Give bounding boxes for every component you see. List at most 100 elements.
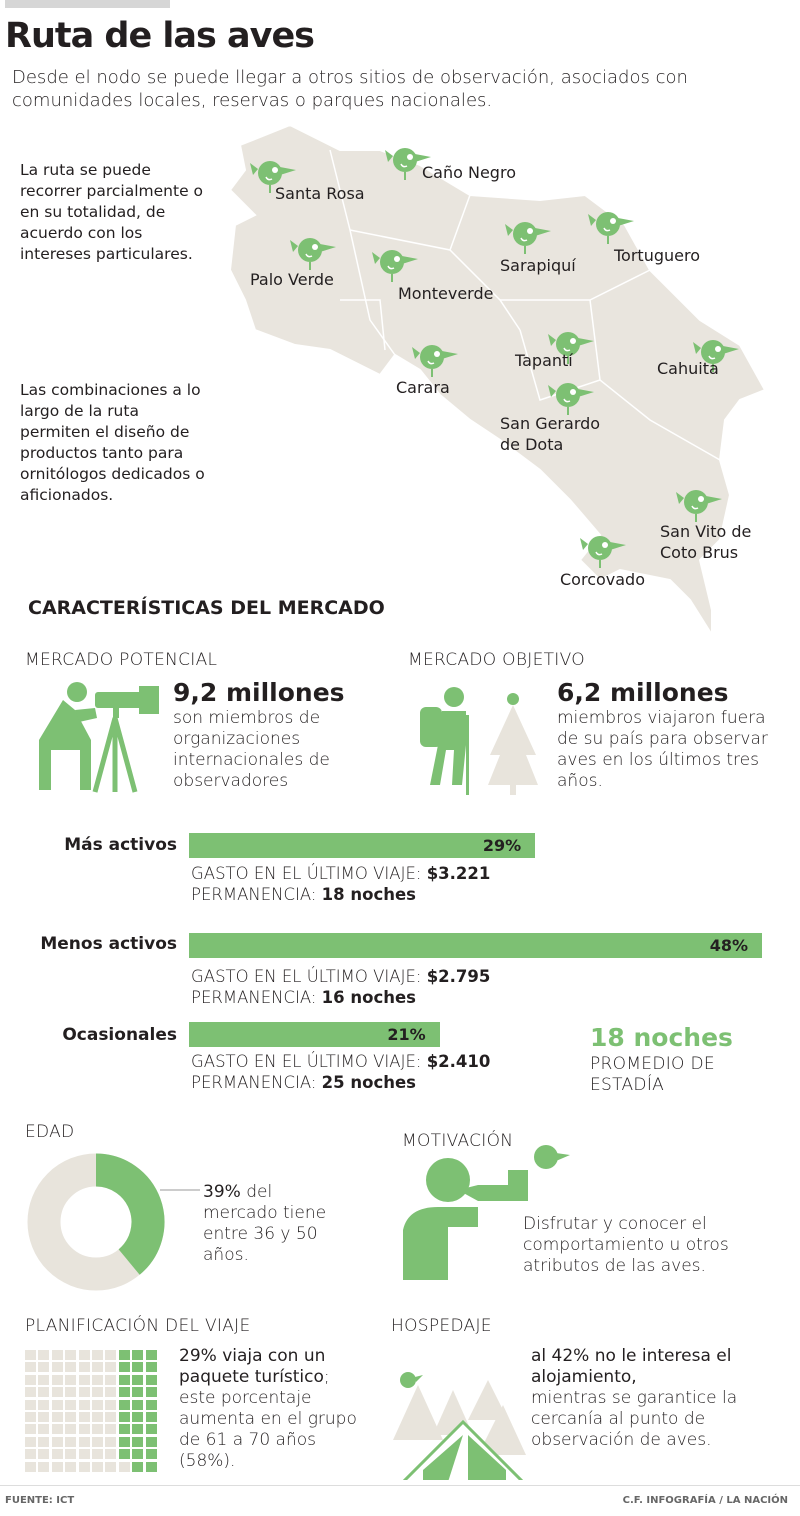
waffle-cell-filled [145, 1374, 157, 1385]
waffle-cell [65, 1362, 77, 1373]
waffle-cell [105, 1374, 117, 1385]
waffle-cell [92, 1350, 103, 1360]
waffle-cell [25, 1449, 36, 1460]
age-label: EDAD [25, 1122, 75, 1142]
waffle-cell-filled [132, 1350, 144, 1360]
waffle-chart [25, 1350, 160, 1475]
birdwatcher-binoculars-icon [403, 1145, 570, 1280]
waffle-cell [51, 1399, 63, 1410]
footer-divider [0, 1485, 800, 1486]
waffle-cell-filled [145, 1412, 157, 1422]
waffle-cell-filled [132, 1362, 144, 1373]
waffle-cell [51, 1374, 63, 1385]
waffle-cell [78, 1399, 90, 1410]
motivation-text: Disfrutar y conocer el comportamiento u … [523, 1214, 729, 1276]
waffle-cell [92, 1399, 103, 1410]
waffle-cell-filled [145, 1436, 157, 1447]
bird-marker-icon [372, 244, 420, 288]
waffle-cell-filled [118, 1350, 130, 1360]
tent-forest-icon [393, 1372, 526, 1480]
waffle-cell [65, 1412, 77, 1422]
waffle-cell [38, 1412, 50, 1422]
place-label: Monteverde [398, 284, 494, 303]
lodging-text: al 42% no le interesa el alojamiento, mie… [531, 1346, 738, 1450]
waffle-cell [92, 1449, 103, 1460]
waffle-cell [38, 1362, 50, 1373]
waffle-cell-filled [132, 1436, 144, 1447]
motivation-label: MOTIVACIÓN [402, 1131, 514, 1151]
waffle-cell [25, 1412, 36, 1422]
province-borders [329, 149, 721, 461]
side-text-2: Las combinaciones a lo largo de la ruta … [20, 381, 205, 504]
place-label: Sarapiquí [500, 256, 576, 275]
target-market-label: MERCADO OBJETIVO [408, 650, 585, 670]
waffle-cell-filled [145, 1350, 157, 1360]
waffle-cell [92, 1412, 103, 1422]
place-label: Tapantí [515, 351, 573, 370]
waffle-cell [78, 1362, 90, 1373]
segment-name: Menos activos [40, 934, 177, 954]
waffle-cell [25, 1461, 36, 1472]
waffle-cell [65, 1387, 77, 1398]
waffle-cell-filled [118, 1436, 130, 1447]
costa-rica-map [228, 123, 767, 639]
waffle-cell [92, 1424, 103, 1435]
waffle-cell [78, 1436, 90, 1447]
waffle-cell [51, 1362, 63, 1373]
segment-bar: 29% [189, 833, 536, 858]
waffle-cell-filled [145, 1399, 157, 1410]
waffle-cell [105, 1424, 117, 1435]
waffle-cell [51, 1387, 63, 1398]
lodging-label: HOSPEDAJE [391, 1316, 492, 1336]
birdwatcher-telescope-icon [39, 682, 159, 793]
waffle-cell [38, 1449, 50, 1460]
waffle-cell [105, 1362, 117, 1373]
waffle-cell [92, 1374, 103, 1385]
waffle-cell [78, 1350, 90, 1360]
waffle-cell [51, 1436, 63, 1447]
bird-marker-icon [676, 484, 724, 528]
waffle-cell [25, 1424, 36, 1435]
bird-marker-icon [548, 326, 596, 370]
side-text-1: La ruta se puede recorrer parcialmente o… [20, 161, 204, 263]
waffle-cell [25, 1362, 36, 1373]
waffle-cell-filled [132, 1412, 144, 1422]
waffle-cell-filled [118, 1387, 130, 1398]
waffle-cell [92, 1436, 103, 1447]
waffle-cell [38, 1424, 50, 1435]
waffle-cell [51, 1412, 63, 1422]
age-donut [27, 1153, 200, 1291]
target-market-value: 6,2 millones [557, 678, 729, 707]
planning-text: 29% viaja con un paquete turístico; este… [179, 1346, 357, 1471]
waffle-cell [38, 1461, 50, 1472]
waffle-cell [25, 1387, 36, 1398]
waffle-cell-filled [132, 1399, 144, 1410]
waffle-cell [78, 1374, 90, 1385]
place-label: Santa Rosa [275, 184, 365, 203]
waffle-cell [25, 1374, 36, 1385]
waffle-cell [65, 1461, 77, 1472]
waffle-cell [105, 1436, 117, 1447]
waffle-cell [105, 1449, 117, 1460]
waffle-cell-filled [118, 1362, 130, 1373]
waffle-cell [65, 1374, 77, 1385]
waffle-cell-filled [145, 1424, 157, 1435]
waffle-cell-filled [132, 1461, 144, 1472]
waffle-cell [25, 1399, 36, 1410]
waffle-cell-filled [118, 1424, 130, 1435]
waffle-cell-filled [132, 1449, 144, 1460]
waffle-cell [65, 1436, 77, 1447]
place-label: Cahuita [657, 359, 719, 378]
waffle-cell [38, 1350, 50, 1360]
waffle-cell [51, 1424, 63, 1435]
waffle-cell-filled [118, 1374, 130, 1385]
waffle-cell-filled [118, 1412, 130, 1422]
place-label: Caño Negro [422, 163, 516, 182]
waffle-cell-filled [118, 1399, 130, 1410]
waffle-cell [51, 1449, 63, 1460]
waffle-cell [65, 1350, 77, 1360]
waffle-cell [38, 1374, 50, 1385]
waffle-cell [65, 1449, 77, 1460]
page-title: Ruta de las aves [5, 16, 315, 56]
bird-marker-icon [385, 142, 433, 186]
